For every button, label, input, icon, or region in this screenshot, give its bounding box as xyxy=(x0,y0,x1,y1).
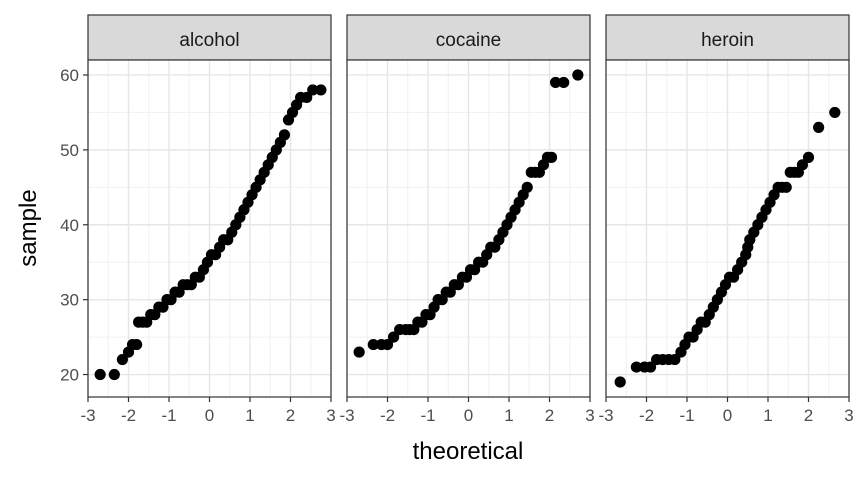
x-tick-label: 0 xyxy=(723,406,732,425)
y-tick-label: 50 xyxy=(60,141,79,160)
data-point xyxy=(572,69,584,81)
x-tick-label: 2 xyxy=(545,406,554,425)
facet-strip xyxy=(605,14,850,61)
y-axis-title: sample xyxy=(15,189,42,266)
y-tick-label: 20 xyxy=(60,366,79,385)
data-point xyxy=(301,91,313,104)
y-tick-label: 40 xyxy=(60,216,79,235)
data-point xyxy=(630,361,642,373)
data-point xyxy=(387,331,400,343)
x-tick-label: 3 xyxy=(326,406,335,425)
x-tick-label: -3 xyxy=(339,406,354,425)
x-tick-label: -1 xyxy=(679,406,694,425)
data-point xyxy=(521,181,533,193)
data-point xyxy=(108,368,120,381)
x-tick-label: 2 xyxy=(286,406,295,425)
x-tick-label: -1 xyxy=(420,406,435,425)
facet-strip xyxy=(87,14,332,61)
x-tick-label: -2 xyxy=(639,406,654,425)
facet-label: alcohol xyxy=(179,30,239,51)
y-tick-label: 60 xyxy=(60,66,79,85)
data-point xyxy=(381,338,394,351)
x-tick-label: -2 xyxy=(121,406,136,425)
data-point xyxy=(558,76,570,89)
x-tick-label: -2 xyxy=(380,406,395,425)
facet-strip xyxy=(346,14,591,61)
x-tick-label: 1 xyxy=(245,406,254,425)
data-point xyxy=(131,338,143,351)
data-point xyxy=(813,121,825,133)
data-point xyxy=(780,181,792,193)
data-point xyxy=(315,84,327,96)
x-tick-label: 1 xyxy=(763,406,772,425)
x-tick-label: 0 xyxy=(464,406,473,425)
data-point xyxy=(307,84,319,96)
x-tick-label: 3 xyxy=(585,406,594,425)
x-tick-label: -3 xyxy=(598,406,613,425)
x-tick-label: 1 xyxy=(504,406,513,425)
x-tick-label: 3 xyxy=(844,406,853,425)
data-point xyxy=(545,151,558,163)
x-tick-label: 2 xyxy=(804,406,813,425)
x-tick-label: -1 xyxy=(161,406,176,425)
data-point xyxy=(278,129,291,141)
facet-label: cocaine xyxy=(436,30,502,51)
y-tick-label: 30 xyxy=(60,291,79,310)
x-axis-title: theoretical xyxy=(413,438,524,465)
x-tick-label: -3 xyxy=(80,406,95,425)
x-tick-label: 0 xyxy=(205,406,214,425)
data-point xyxy=(829,106,841,119)
data-point xyxy=(549,76,562,89)
facet-label: heroin xyxy=(701,30,754,51)
data-point xyxy=(116,353,129,366)
data-point xyxy=(796,159,809,171)
data-point xyxy=(644,361,657,373)
data-point xyxy=(614,376,626,388)
data-point xyxy=(94,368,106,381)
data-point xyxy=(367,338,379,351)
data-point xyxy=(802,151,815,163)
data-point xyxy=(353,346,365,358)
data-point xyxy=(669,353,681,366)
